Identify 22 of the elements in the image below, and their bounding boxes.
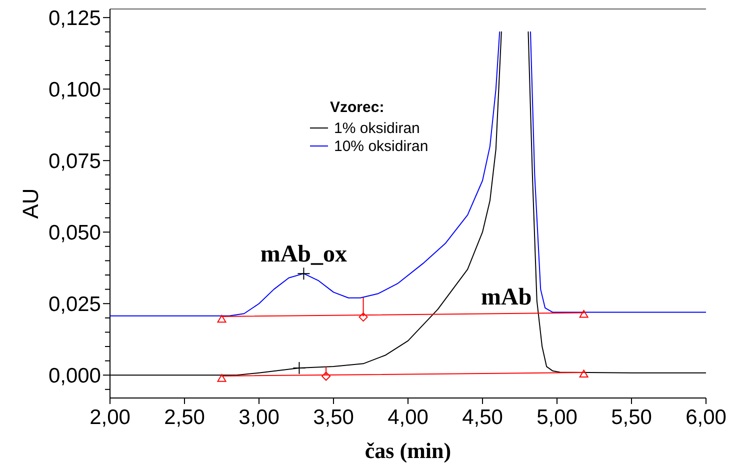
y-tick-label: 0,050: [48, 221, 101, 244]
x-axis-title: čas (min): [364, 438, 452, 463]
y-tick-label: 0,025: [48, 292, 101, 316]
y-tick-label: 0,100: [48, 78, 101, 102]
annotation: mAb: [481, 284, 532, 310]
x-tick-label: 6,00: [686, 406, 726, 429]
y-tick-label: 0,125: [48, 6, 101, 30]
y-tick-label: 0,000: [48, 364, 101, 388]
x-tick-label: 4,50: [462, 406, 503, 429]
legend-label: 10% oksidiran: [334, 138, 428, 155]
x-tick-label: 4,00: [388, 406, 428, 429]
legend-label: 1% oksidiran: [334, 120, 420, 137]
legend-title: Vzorec:: [330, 99, 384, 116]
x-tick-label: 5,50: [611, 406, 652, 429]
x-tick-label: 2,00: [90, 406, 130, 429]
y-tick-label: 0,075: [48, 150, 101, 173]
x-tick-label: 5,00: [536, 406, 578, 429]
x-tick-label: 3,50: [313, 406, 354, 429]
x-tick-label: 3,00: [238, 406, 280, 429]
x-tick-label: 2,50: [164, 406, 205, 429]
annotation: mAb_ox: [260, 242, 348, 268]
y-axis-title: AU: [18, 188, 43, 219]
